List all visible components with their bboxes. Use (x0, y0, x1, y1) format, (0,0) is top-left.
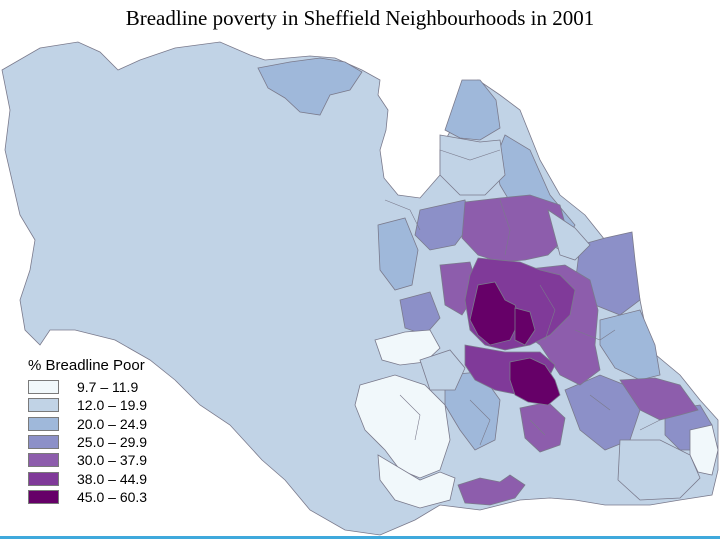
legend-label: 38.0 – 44.9 (77, 470, 148, 487)
legend-swatch (28, 453, 59, 468)
region-stocksbridge (257, 57, 363, 116)
region-west-light (374, 329, 441, 366)
legend-item: 12.0 – 19.9 (28, 396, 147, 414)
region-south-west-ring (419, 349, 466, 391)
legend-item: 30.0 – 37.9 (28, 451, 147, 469)
legend-item: 38.0 – 44.9 (28, 469, 147, 487)
legend-swatch (28, 416, 59, 431)
legend-item: 45.0 – 60.3 (28, 488, 147, 506)
region-north-shiregreen (461, 194, 569, 263)
region-south-strip (457, 474, 526, 506)
legend-title: % Breadline Poor (28, 357, 145, 374)
region-east-ring (547, 209, 591, 261)
legend-label: 25.0 – 29.9 (77, 434, 148, 451)
legend-swatch (28, 380, 59, 395)
legend-item: 9.7 – 11.9 (28, 378, 147, 396)
region-manor (509, 357, 561, 406)
region-south-east-mid (564, 374, 641, 451)
legend-item: 25.0 – 29.9 (28, 433, 147, 451)
legend-item: 20.0 – 24.9 (28, 415, 147, 433)
region-north-ring (439, 134, 506, 196)
map-title: Breadline poverty in Sheffield Neighbour… (125, 6, 595, 30)
legend-label: 45.0 – 60.3 (77, 488, 148, 505)
region-south-west-light (354, 374, 451, 479)
legend-label: 12.0 – 19.9 (77, 397, 148, 414)
legend-swatch (28, 471, 59, 486)
neighbourhood-boundaries (384, 149, 661, 446)
legend-swatch (28, 398, 59, 413)
region-west-inner (377, 217, 419, 291)
accent-line (0, 536, 720, 539)
region-north-east (444, 79, 501, 141)
legend-swatch (28, 435, 59, 450)
region-west-central (399, 291, 441, 336)
region-north-central-ring (414, 199, 471, 251)
legend-label: 30.0 – 37.9 (77, 452, 148, 469)
legend-swatch (28, 489, 59, 504)
region-south-outer (617, 439, 701, 501)
legend-label: 9.7 – 11.9 (77, 379, 139, 396)
region-city-centre-east (514, 307, 536, 346)
region-south-light (377, 454, 456, 509)
legend-label: 20.0 – 24.9 (77, 415, 148, 432)
map-legend: % Breadline Poor 9.7 – 11.9 12.0 – 19.9 … (28, 357, 147, 506)
region-south-east-outer (599, 309, 661, 381)
region-south-east-band (619, 377, 699, 421)
